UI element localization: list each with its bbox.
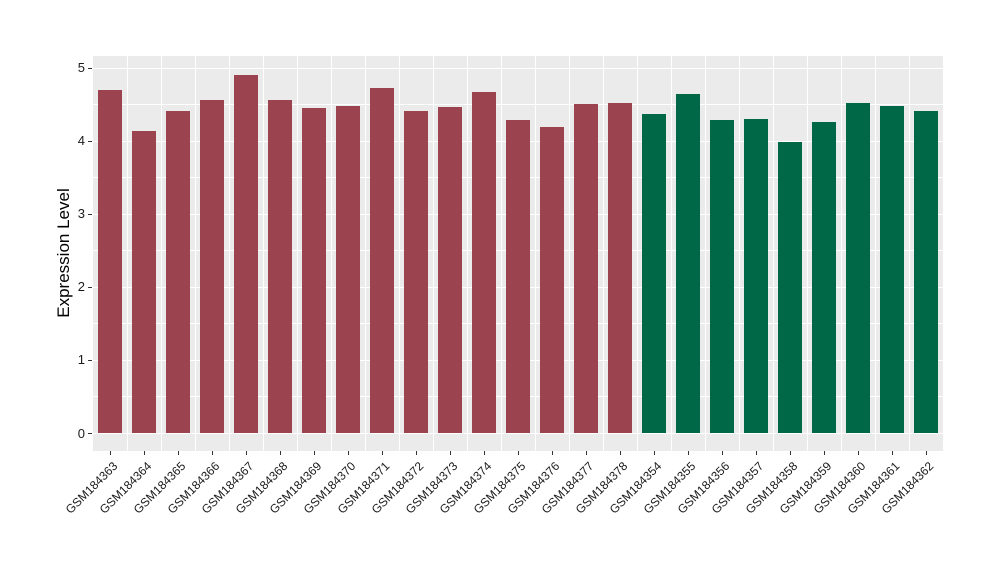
bar-GSM184363 [97,90,123,433]
bar-GSM184355 [675,93,701,433]
bar-GSM184370 [335,106,361,433]
v-gridline [127,56,129,451]
v-gridline [603,56,605,451]
v-gridline [161,56,163,451]
x-tick-mark [586,451,587,455]
x-tick-mark [212,451,213,455]
x-tick-mark [144,451,145,455]
x-tick-mark [858,451,859,455]
y-tick-mark [88,433,92,434]
v-gridline [433,56,435,451]
y-tick-label: 3 [77,206,85,222]
bar-GSM184362 [913,110,939,433]
h-gridline-major [93,67,943,69]
x-tick-mark [518,451,519,455]
v-gridline [467,56,469,451]
x-tick-mark [926,451,927,455]
y-tick-label: 5 [77,60,85,75]
v-gridline [807,56,809,451]
x-tick-mark [824,451,825,455]
v-gridline [875,56,877,451]
x-tick-mark [348,451,349,455]
v-gridline [671,56,673,451]
y-tick-label: 1 [77,352,85,368]
x-tick-mark [178,451,179,455]
bar-GSM184372 [403,110,429,433]
v-gridline [263,56,265,451]
bar-GSM184364 [131,131,157,433]
h-gridline-minor [93,104,943,105]
bar-GSM184367 [233,74,259,433]
bar-GSM184374 [471,92,497,433]
y-tick-mark [88,67,92,69]
y-tick-mark [88,140,92,142]
h-gridline-major [93,433,943,435]
x-tick-mark [110,451,111,455]
x-tick-mark [756,451,757,455]
bar-GSM184356 [709,120,735,433]
v-gridline [501,56,503,451]
x-tick-mark [790,451,791,455]
x-tick-mark [246,451,247,455]
x-tick-mark [314,451,315,455]
bar-GSM184377 [573,104,599,433]
bar-GSM184366 [199,100,225,433]
x-tick-mark [416,451,417,455]
bar-GSM184360 [845,102,871,433]
plot-panel [93,56,943,451]
bar-GSM184373 [437,107,463,433]
x-tick-mark [450,451,451,455]
v-gridline [637,56,639,451]
v-gridline [569,56,571,451]
y-tick-label: 2 [77,279,85,295]
x-tick-mark [892,451,893,455]
bar-GSM184376 [539,127,565,433]
x-tick-mark [552,451,553,455]
v-gridline [365,56,367,451]
v-gridline [739,56,741,451]
bar-GSM184369 [301,108,327,433]
y-tick-label: 0 [77,425,85,441]
v-gridline [909,56,911,451]
bar-GSM184375 [505,120,531,433]
x-tick-mark [620,451,621,455]
v-gridline [399,56,401,451]
x-tick-mark [484,451,485,455]
x-tick-mark [382,451,383,455]
bar-GSM184359 [811,122,837,433]
y-tick-mark [88,213,92,215]
v-gridline [535,56,537,451]
v-gridline [195,56,197,451]
y-tick-label: 4 [77,133,85,149]
x-tick-mark [688,451,689,455]
bar-GSM184378 [607,103,633,433]
x-tick-mark [280,451,281,455]
v-gridline [331,56,333,451]
x-tick-mark [654,451,655,455]
bar-GSM184357 [743,119,769,433]
x-tick-mark [722,451,723,455]
v-gridline [297,56,299,451]
bar-GSM184354 [641,113,667,433]
bar-GSM184365 [165,110,191,433]
y-tick-mark [88,286,92,288]
y-tick-mark [88,359,92,361]
v-gridline [773,56,775,451]
v-gridline [229,56,231,451]
bar-GSM184358 [777,142,803,433]
bar-GSM184361 [879,105,905,433]
bar-GSM184371 [369,88,395,433]
v-gridline [841,56,843,451]
v-gridline [705,56,707,451]
bar-GSM184368 [267,100,293,433]
